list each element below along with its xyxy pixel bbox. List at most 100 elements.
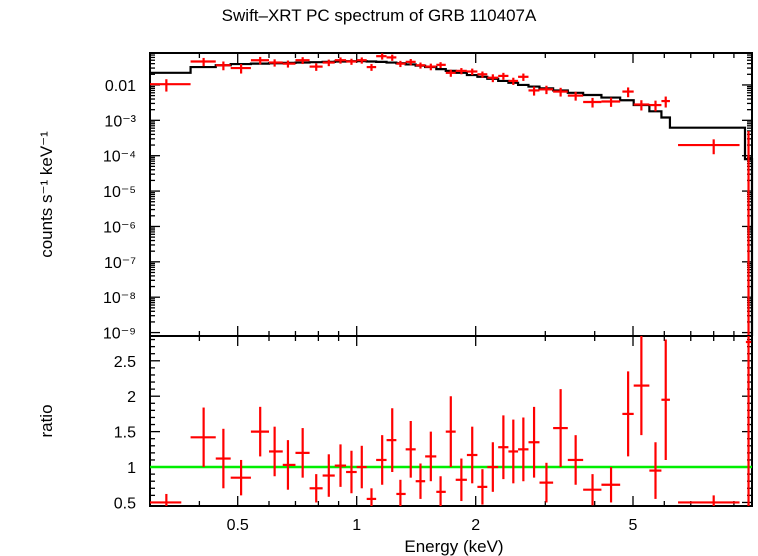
- data-point: [518, 73, 529, 81]
- ratio-point: [539, 462, 554, 503]
- ratio-point: [282, 440, 296, 490]
- ratio-panel: 0.5 1 2 5 0.5 1 1.5 2 2.5: [114, 335, 753, 534]
- data-point: [356, 57, 367, 64]
- ratio-point: [553, 389, 568, 468]
- data-point: [466, 68, 478, 76]
- data-point: [386, 54, 397, 61]
- ratio-point: [633, 336, 650, 436]
- ratio-point: [322, 454, 335, 497]
- data-point: [250, 56, 269, 65]
- data-point: [415, 62, 426, 69]
- ratio-point: [150, 493, 182, 506]
- ratio-point: [567, 435, 584, 485]
- data-point: [498, 72, 509, 80]
- model-line: [150, 60, 754, 336]
- spectrum-frame: [149, 52, 753, 337]
- ratio-point: [309, 474, 323, 503]
- data-point: [230, 64, 251, 74]
- ratio-point: [376, 435, 387, 485]
- ratio-point: [583, 474, 602, 506]
- data-point: [376, 53, 387, 60]
- ratio-point: [366, 488, 377, 506]
- x-tick-label: 5: [629, 517, 638, 534]
- ratio-point: [518, 417, 529, 482]
- data-point: [567, 91, 584, 101]
- data-point: [366, 64, 377, 71]
- chart-title: Swift–XRT PC spectrum of GRB 110407A: [221, 6, 537, 25]
- y-tick-label: 2: [127, 389, 136, 406]
- data-point: [346, 58, 357, 65]
- ratio-point: [498, 415, 509, 480]
- data-point: [445, 69, 456, 77]
- data-point: [487, 74, 499, 83]
- ratio-point: [436, 476, 446, 506]
- y-tick-label: 2.5: [114, 354, 136, 371]
- data-point: [622, 87, 634, 98]
- y-tick-label: 1: [127, 460, 136, 477]
- ratio-point: [487, 442, 499, 492]
- y-tick-label: 1.5: [114, 425, 136, 442]
- ratio-point: [425, 431, 437, 482]
- data-point: [633, 100, 650, 111]
- y-tick-label: 10⁻⁴: [103, 149, 136, 166]
- ratio-point: [396, 479, 406, 506]
- data-point: [601, 97, 621, 107]
- data-point: [405, 59, 416, 66]
- ratio-point: [405, 421, 416, 478]
- ratio-point: [466, 426, 478, 484]
- x-tick-label: 2: [471, 517, 480, 534]
- data-point: [215, 61, 231, 71]
- ratio-point: [334, 444, 347, 487]
- data-point: [649, 100, 662, 112]
- data-point: [528, 86, 540, 96]
- data-point: [661, 96, 670, 108]
- axis-titles: Energy (keV) counts s⁻¹ keV⁻¹ ratio: [37, 131, 504, 556]
- y-axis-title-ratio: ratio: [37, 404, 56, 437]
- data-point: [477, 71, 488, 78]
- data-point: [190, 57, 216, 67]
- ratio-point: [455, 458, 467, 502]
- ratio-point: [230, 459, 251, 496]
- y-tick-label: 10⁻³: [104, 113, 136, 130]
- data-point: [436, 62, 446, 69]
- data-point: [553, 87, 568, 97]
- data-point: [396, 60, 406, 68]
- x-tick-label: 1: [352, 517, 361, 534]
- ratio-point: [622, 371, 634, 457]
- data-point: [425, 63, 437, 71]
- ratio-point: [601, 467, 621, 503]
- data-point: [295, 57, 310, 65]
- data-point: [583, 97, 602, 108]
- ratio-point: [508, 419, 519, 484]
- x-axis-title: Energy (keV): [404, 537, 503, 556]
- ratio-point: [215, 428, 231, 489]
- y-tick-label: 10⁻⁸: [103, 290, 136, 307]
- ratio-frame: [149, 335, 753, 507]
- data-point: [150, 79, 191, 92]
- data-point: [282, 60, 296, 68]
- data-point: [334, 57, 347, 64]
- y-axis-title-spectrum: counts s⁻¹ keV⁻¹: [37, 131, 56, 258]
- ratio-point: [528, 406, 540, 478]
- ratio-point: [268, 426, 283, 477]
- data-point: [309, 63, 323, 71]
- y-tick-label: 10⁻⁶: [103, 219, 136, 236]
- y-tick-label: 0.01: [105, 78, 136, 95]
- x-tick-label: 0.5: [227, 517, 249, 534]
- data-point: [455, 68, 467, 75]
- data-point: [539, 85, 554, 95]
- y-tick-label: 10⁻⁵: [103, 184, 136, 201]
- spectrum-panel: 0.01 10⁻³ 10⁻⁴ 10⁻⁵ 10⁻⁶ 10⁻⁷ 10⁻⁸ 10⁻⁹: [103, 52, 754, 343]
- ratio-point: [346, 450, 357, 494]
- y-tick-label: 0.5: [114, 495, 136, 512]
- ratio-point: [295, 428, 310, 478]
- ratio-point: [445, 396, 456, 468]
- ratio-point: [415, 463, 426, 499]
- data-point: [322, 59, 335, 67]
- data-point: [678, 139, 740, 155]
- data-point: [508, 77, 519, 85]
- y-tick-label: 10⁻⁷: [104, 255, 136, 272]
- ratio-point: [649, 442, 662, 499]
- ratio-point: [386, 408, 397, 472]
- ratio-point: [477, 469, 488, 505]
